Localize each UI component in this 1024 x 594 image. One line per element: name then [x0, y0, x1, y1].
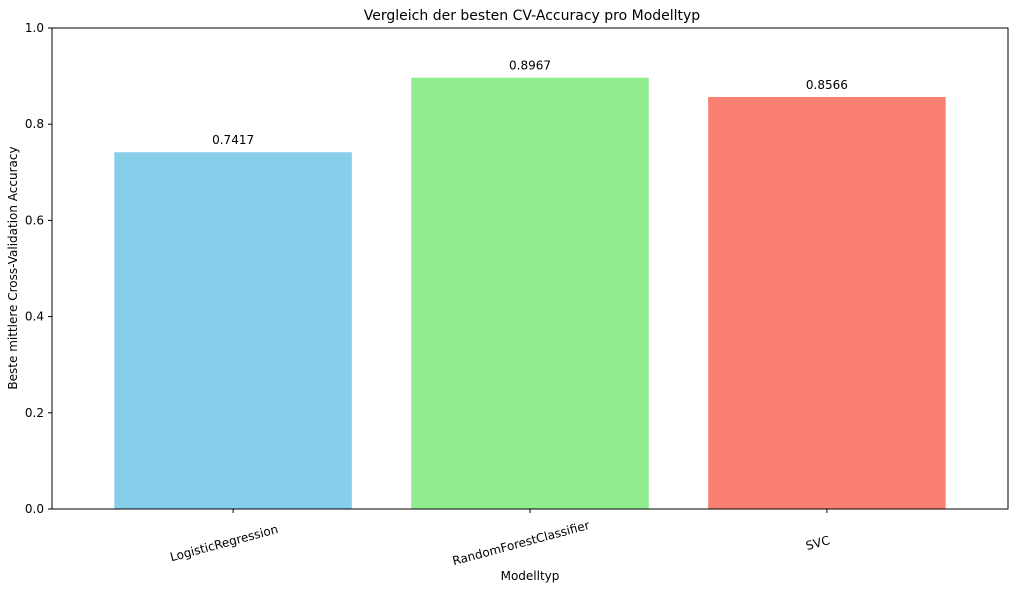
bar-SVC: [708, 96, 946, 509]
x-axis-label: Modelltyp: [501, 569, 560, 583]
x-tick-label-SVC: SVC: [804, 533, 831, 553]
data-label-LogisticRegression: 0.7417: [212, 133, 254, 147]
x-tick-label-LogisticRegression: LogisticRegression: [169, 522, 280, 564]
chart-title: Vergleich der besten CV-Accuracy pro Mod…: [364, 8, 701, 24]
plot-frame: [51, 27, 1009, 510]
y-axis-label: Beste mittlere Cross-Validation Accuracy: [6, 146, 20, 389]
data-label-RandomForestClassifier: 0.8967: [509, 59, 551, 73]
data-label-SVC: 0.8566: [806, 78, 848, 92]
y-tick-label: 0.6: [25, 213, 44, 227]
bar-RandomForestClassifier: [411, 77, 649, 509]
y-tick-label: 0.0: [25, 502, 44, 516]
bar-LogisticRegression: [114, 152, 352, 510]
y-tick-label: 1.0: [25, 21, 44, 35]
y-tick-label: 0.8: [25, 117, 44, 131]
y-tick-label: 0.2: [25, 406, 44, 420]
x-tick-label-RandomForestClassifier: RandomForestClassifier: [451, 518, 591, 568]
plot-area: 0.7417 LogisticRegression 0.8967 RandomFore…: [25, 21, 1009, 568]
y-tick-label: 0.4: [25, 310, 44, 324]
